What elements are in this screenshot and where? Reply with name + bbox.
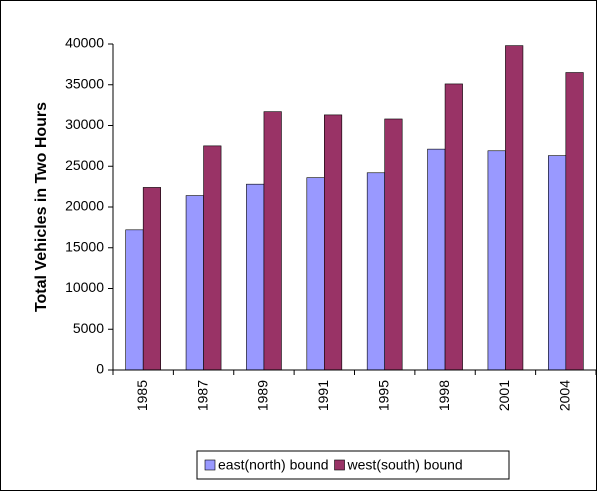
x-tick-label: 2004 (557, 380, 573, 411)
bar (505, 45, 524, 371)
bar (306, 177, 325, 371)
bar (185, 195, 204, 371)
y-axis-label: Total Vehicles in Two Hours (33, 102, 50, 312)
x-tick-label: 1998 (436, 380, 452, 411)
bar (384, 118, 403, 371)
y-tick-label: 10000 (65, 279, 104, 295)
bar (444, 83, 463, 371)
bar (427, 148, 446, 371)
bar (565, 72, 584, 371)
y-tick-label: 30000 (65, 116, 104, 132)
x-tick-label: 1987 (194, 380, 210, 411)
x-tick-label: 2001 (496, 380, 512, 411)
x-tick-label: 1991 (315, 380, 331, 411)
y-tick-label: 15000 (65, 238, 104, 254)
bar (203, 145, 222, 371)
bar (366, 172, 385, 371)
bar (324, 114, 343, 371)
bar (142, 187, 161, 371)
y-tick-label: 25000 (65, 157, 104, 173)
legend-swatch (334, 459, 345, 471)
y-tick-label: 5000 (73, 320, 104, 336)
bar (125, 229, 144, 371)
legend-box (196, 450, 510, 480)
y-tick-label: 40000 (65, 35, 104, 51)
y-tick-label: 35000 (65, 75, 104, 91)
bar (548, 155, 567, 371)
bar (487, 150, 506, 371)
bar (263, 111, 282, 371)
x-tick-label: 1989 (255, 380, 271, 411)
y-tick-label: 0 (96, 361, 104, 377)
legend-label: west(south) bound (347, 457, 463, 473)
x-tick-label: 1985 (134, 380, 150, 411)
legend-label: east(north) bound (218, 457, 329, 473)
bar (246, 183, 265, 371)
legend-swatch (204, 459, 216, 471)
y-tick-label: 20000 (65, 198, 104, 214)
x-tick-label: 1995 (375, 380, 391, 411)
